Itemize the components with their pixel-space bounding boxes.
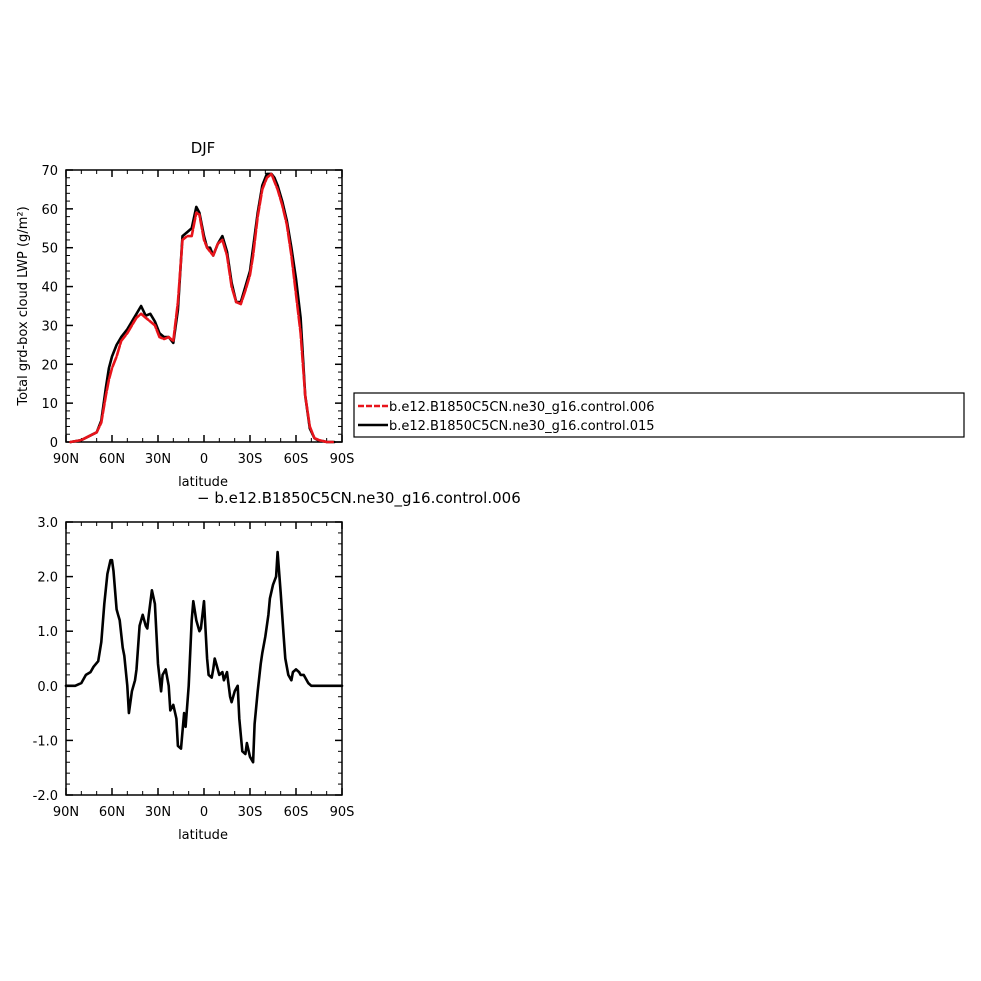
x-tick-label: 30N [145, 805, 171, 820]
x-tick-label: 0 [200, 805, 208, 820]
x-axis-ticks: 90N 60N 30N 0 30S 60S 90S [53, 170, 355, 467]
y-tick-label: 50 [41, 242, 58, 257]
y-tick-label: 0.0 [37, 680, 58, 695]
series-line-1 [69, 172, 336, 444]
legend-label-015: b.e12.B1850C5CN.ne30_g16.control.015 [389, 419, 655, 434]
legend-label-006: b.e12.B1850C5CN.ne30_g16.control.006 [389, 400, 655, 415]
plot-frame [65, 169, 343, 443]
x-tick-label: 90S [330, 805, 355, 820]
x-tick-label: 30N [145, 452, 171, 467]
y-tick-label: 30 [41, 319, 58, 334]
chart-title: − b.e12.B1850C5CN.ne30_g16.control.006 [197, 489, 521, 508]
x-axis-label: latitude [178, 828, 228, 843]
x-tick-label: 30S [238, 805, 263, 820]
y-axis-label: Total grd-box cloud LWP (g/m²) [3, 558, 18, 758]
x-tick-label: 60S [284, 452, 309, 467]
y-tick-label: 10 [41, 397, 58, 412]
y-tick-label: 20 [41, 358, 58, 373]
plot-frame [65, 521, 343, 796]
x-tick-label: 60N [99, 452, 125, 467]
y-tick-label: 60 [41, 203, 58, 218]
y-tick-label: -2.0 [33, 789, 58, 804]
y-tick-label: 3.0 [37, 516, 58, 531]
series-line-0 [69, 172, 336, 444]
y-tick-label: -1.0 [33, 734, 58, 749]
x-tick-label: 90S [330, 452, 355, 467]
series-line-0 [64, 550, 344, 764]
y-tick-label: 40 [41, 281, 58, 296]
x-tick-label: 0 [200, 452, 208, 467]
y-tick-label: 0 [50, 436, 58, 451]
x-tick-label: 30S [238, 452, 263, 467]
x-tick-label: 90N [53, 452, 79, 467]
legend: b.e12.B1850C5CN.ne30_g16.control.006 b.e… [353, 392, 965, 438]
series-lines [69, 172, 336, 444]
x-tick-label: 60S [284, 805, 309, 820]
x-axis-ticks: 90N 60N 30N 0 30S 60S 90S [53, 522, 355, 820]
series-lines [64, 550, 344, 764]
y-tick-label: 70 [41, 164, 58, 179]
y-axis-label: Total grd-box cloud LWP (g/m²) [16, 206, 31, 406]
x-axis-label: latitude [178, 475, 228, 490]
y-axis-ticks: 0 10 20 30 40 50 60 70 [41, 164, 342, 451]
chart-title: DJF [191, 139, 216, 157]
bottom-chart: − b.e12.B1850C5CN.ne30_g16.control.006 -… [3, 489, 521, 843]
x-tick-label: 90N [53, 805, 79, 820]
x-tick-label: 60N [99, 805, 125, 820]
y-axis-ticks: -2.0 -1.0 0.0 1.0 2.0 3.0 [33, 516, 342, 804]
legend-box [353, 392, 965, 438]
y-tick-label: 2.0 [37, 571, 58, 586]
y-tick-label: 1.0 [37, 625, 58, 640]
y-axis-label-clip: Total grd-box cloud LWP (g/m²) [3, 558, 18, 758]
